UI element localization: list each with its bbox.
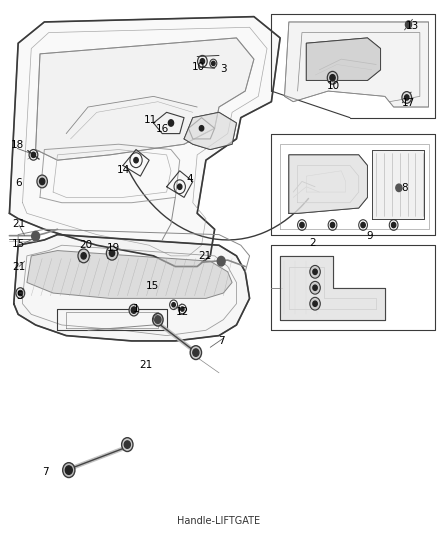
Text: 19: 19: [107, 243, 120, 253]
Circle shape: [168, 120, 173, 126]
Circle shape: [327, 71, 338, 84]
Circle shape: [65, 466, 72, 474]
Text: 9: 9: [366, 231, 372, 241]
Circle shape: [155, 316, 161, 324]
Polygon shape: [27, 251, 232, 298]
Circle shape: [39, 178, 45, 184]
Circle shape: [300, 222, 304, 228]
Text: 1: 1: [133, 304, 139, 314]
Text: 17: 17: [402, 98, 415, 108]
Text: 4: 4: [187, 174, 194, 184]
Text: 10: 10: [191, 62, 205, 72]
Circle shape: [310, 265, 320, 278]
Text: 8: 8: [401, 183, 408, 193]
Text: 21: 21: [12, 219, 26, 229]
Polygon shape: [35, 38, 254, 160]
Circle shape: [180, 307, 184, 311]
Circle shape: [310, 297, 320, 310]
Text: 7: 7: [42, 467, 49, 477]
Circle shape: [110, 250, 115, 256]
Circle shape: [78, 249, 89, 263]
Circle shape: [313, 285, 317, 290]
Polygon shape: [10, 17, 280, 266]
Text: 15: 15: [146, 281, 159, 290]
Text: 2: 2: [310, 238, 316, 248]
Circle shape: [31, 152, 35, 158]
Text: 21: 21: [198, 251, 212, 261]
Circle shape: [177, 184, 182, 189]
Text: 5: 5: [16, 290, 23, 301]
Circle shape: [402, 92, 412, 103]
Circle shape: [330, 222, 335, 228]
Text: 21: 21: [139, 360, 152, 370]
Circle shape: [32, 231, 39, 241]
Circle shape: [405, 95, 409, 100]
Polygon shape: [289, 155, 367, 213]
Polygon shape: [306, 38, 381, 80]
Circle shape: [37, 175, 47, 188]
Circle shape: [212, 61, 215, 66]
Text: 15: 15: [11, 239, 25, 249]
Circle shape: [313, 301, 317, 306]
Circle shape: [200, 59, 205, 64]
Circle shape: [134, 158, 138, 163]
Polygon shape: [285, 22, 428, 107]
Text: 12: 12: [176, 306, 189, 317]
Circle shape: [18, 290, 22, 296]
Circle shape: [199, 126, 204, 131]
Circle shape: [310, 281, 320, 294]
Circle shape: [81, 253, 86, 259]
Circle shape: [131, 307, 137, 313]
Circle shape: [63, 463, 75, 478]
Text: 20: 20: [79, 240, 92, 250]
Circle shape: [392, 222, 396, 228]
Text: 10: 10: [327, 81, 340, 91]
Text: 11: 11: [143, 115, 157, 125]
Circle shape: [190, 346, 201, 360]
Circle shape: [124, 441, 131, 448]
Text: 7: 7: [218, 336, 225, 346]
Polygon shape: [184, 112, 237, 150]
Text: 6: 6: [16, 177, 22, 188]
Circle shape: [406, 21, 412, 28]
Circle shape: [129, 304, 139, 316]
Text: 3: 3: [220, 64, 227, 74]
Circle shape: [152, 313, 163, 326]
Circle shape: [361, 222, 365, 228]
Text: 14: 14: [117, 165, 131, 175]
Polygon shape: [372, 150, 424, 219]
Polygon shape: [280, 256, 385, 320]
Circle shape: [122, 438, 133, 451]
Circle shape: [217, 256, 225, 266]
Text: 21: 21: [12, 262, 26, 271]
Text: 18: 18: [11, 140, 24, 150]
Circle shape: [106, 246, 118, 260]
Text: 16: 16: [155, 124, 169, 134]
Circle shape: [172, 303, 175, 307]
Circle shape: [313, 269, 317, 274]
Text: 13: 13: [406, 21, 420, 31]
Polygon shape: [14, 235, 250, 341]
Circle shape: [193, 349, 199, 357]
Text: Handle-LIFTGATE: Handle-LIFTGATE: [177, 516, 261, 526]
Circle shape: [396, 184, 402, 191]
Circle shape: [330, 75, 335, 81]
